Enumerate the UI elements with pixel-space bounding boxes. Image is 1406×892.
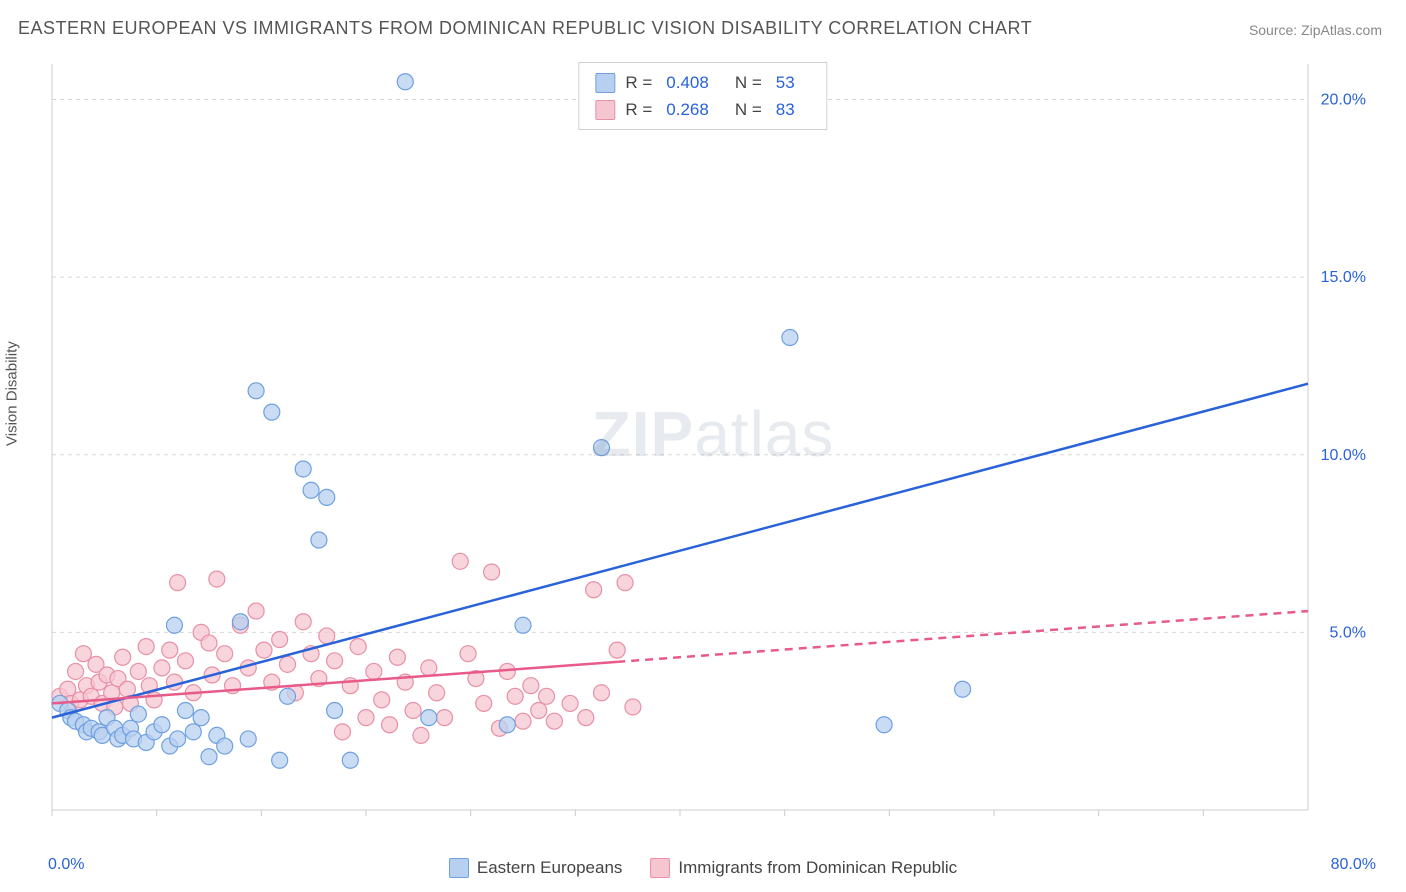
n-value-b: 83 xyxy=(776,96,795,123)
series-b-name: Immigrants from Dominican Republic xyxy=(678,858,957,878)
svg-text:5.0%: 5.0% xyxy=(1330,624,1366,641)
n-value-a: 53 xyxy=(776,69,795,96)
chart-svg: 5.0% 10.0% 15.0% 20.0% xyxy=(48,60,1378,840)
x-axis-min-label: 0.0% xyxy=(48,856,84,874)
stats-legend: R = 0.408 N = 53 R = 0.268 N = 83 xyxy=(578,62,827,130)
source-label: Source: ZipAtlas.com xyxy=(1249,22,1382,38)
swatch-series-a xyxy=(449,858,469,878)
n-label: N = xyxy=(735,96,762,123)
stats-row-a: R = 0.408 N = 53 xyxy=(595,69,810,96)
svg-text:10.0%: 10.0% xyxy=(1321,447,1366,464)
plot-area: 5.0%10.0%15.0%20.0% ZIPatlas xyxy=(48,60,1378,840)
series-a-name: Eastern Europeans xyxy=(477,858,623,878)
chart-title: EASTERN EUROPEAN VS IMMIGRANTS FROM DOMI… xyxy=(18,18,1032,39)
x-axis-max-label: 80.0% xyxy=(1331,856,1376,874)
swatch-series-a xyxy=(595,73,615,93)
r-value-a: 0.408 xyxy=(666,69,709,96)
y-axis-label: Vision Disability xyxy=(4,341,21,446)
svg-text:20.0%: 20.0% xyxy=(1321,92,1366,109)
bottom-legend-item-b: Immigrants from Dominican Republic xyxy=(650,858,957,878)
n-label: N = xyxy=(735,69,762,96)
bottom-legend: Eastern Europeans Immigrants from Domini… xyxy=(0,858,1406,878)
r-label: R = xyxy=(625,69,652,96)
r-value-b: 0.268 xyxy=(666,96,709,123)
swatch-series-b xyxy=(650,858,670,878)
bottom-legend-item-a: Eastern Europeans xyxy=(449,858,623,878)
swatch-series-b xyxy=(595,100,615,120)
stats-row-b: R = 0.268 N = 83 xyxy=(595,96,810,123)
svg-text:15.0%: 15.0% xyxy=(1321,269,1366,286)
r-label: R = xyxy=(625,96,652,123)
